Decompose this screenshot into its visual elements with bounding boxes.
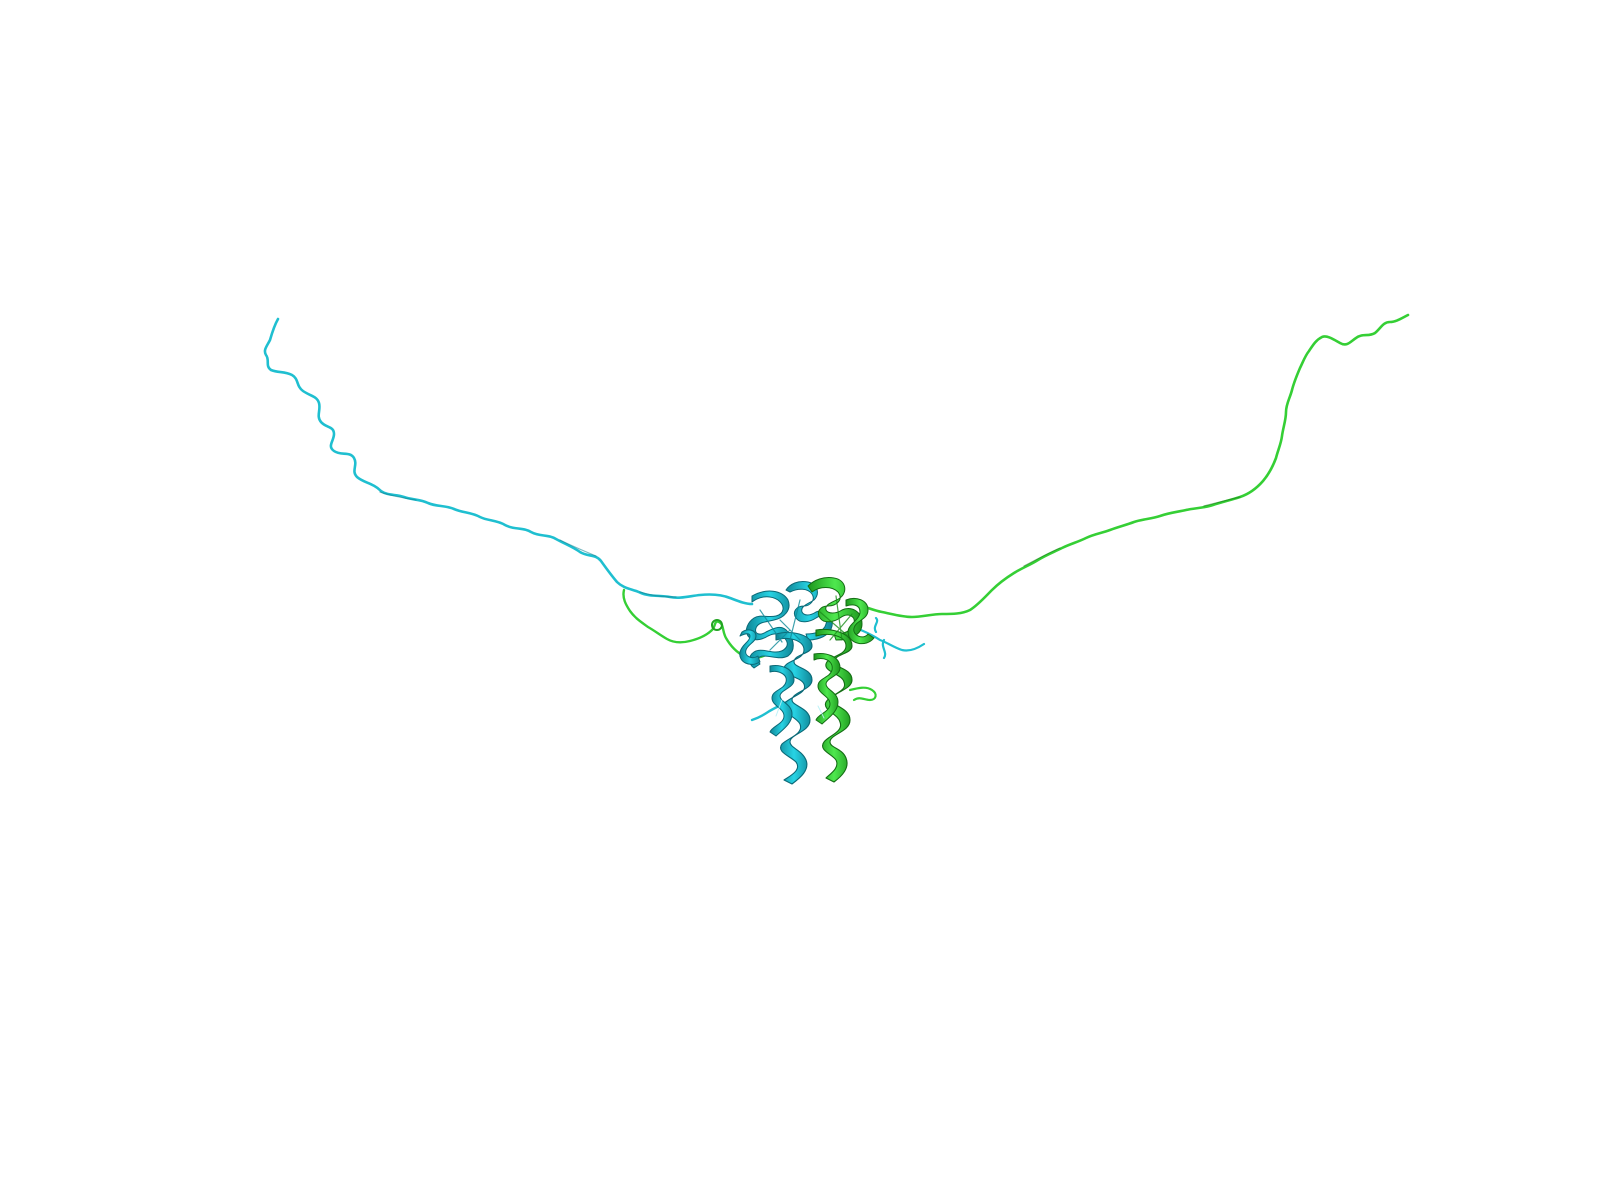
chain-b-helical-domain (807, 577, 877, 783)
chain-a-disordered-tail (263, 317, 754, 606)
chain-b-left-loop (622, 588, 770, 660)
chain-a-helical-domain (739, 581, 833, 785)
chain-b-disordered-tail (850, 313, 1410, 619)
core-connecting-strands (759, 595, 853, 719)
